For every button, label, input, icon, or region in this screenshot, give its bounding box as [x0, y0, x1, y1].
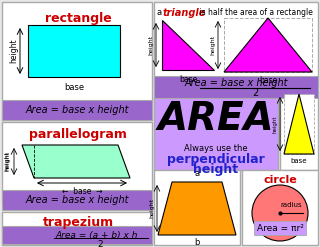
Circle shape	[252, 185, 308, 241]
Polygon shape	[22, 145, 130, 178]
Text: base: base	[179, 75, 197, 84]
Text: Area = base x height: Area = base x height	[25, 195, 129, 205]
Text: Area = πr²: Area = πr²	[257, 224, 303, 232]
Text: height: height	[5, 151, 11, 171]
FancyBboxPatch shape	[2, 122, 152, 202]
Text: height: height	[211, 35, 215, 55]
Text: 2: 2	[252, 88, 258, 98]
Text: base: base	[64, 83, 84, 92]
FancyBboxPatch shape	[2, 212, 152, 245]
Polygon shape	[224, 18, 312, 72]
Text: height: height	[273, 115, 277, 133]
Text: triangle: triangle	[163, 8, 206, 18]
FancyBboxPatch shape	[254, 221, 306, 235]
Text: 2: 2	[97, 240, 103, 247]
FancyBboxPatch shape	[242, 170, 318, 245]
Text: ←  base  →: ← base →	[62, 187, 102, 196]
Text: height: height	[4, 151, 10, 171]
Text: radius: radius	[280, 202, 302, 208]
FancyBboxPatch shape	[154, 90, 278, 170]
FancyBboxPatch shape	[280, 90, 318, 170]
Text: perpendicular: perpendicular	[167, 153, 265, 166]
Text: Area = base x height: Area = base x height	[184, 78, 288, 88]
Text: rectangle: rectangle	[44, 12, 111, 25]
FancyBboxPatch shape	[2, 190, 152, 210]
Text: b: b	[194, 238, 200, 247]
Text: AREA: AREA	[158, 100, 274, 138]
Text: a: a	[195, 169, 200, 178]
Text: is half the area of a rectangle: is half the area of a rectangle	[197, 8, 313, 17]
Text: trapezium: trapezium	[43, 216, 114, 229]
FancyBboxPatch shape	[2, 2, 152, 120]
Polygon shape	[158, 182, 236, 235]
FancyBboxPatch shape	[2, 226, 152, 244]
FancyBboxPatch shape	[154, 2, 318, 88]
Text: height: height	[149, 198, 155, 218]
FancyBboxPatch shape	[154, 170, 240, 245]
Text: parallelogram: parallelogram	[29, 128, 127, 141]
FancyBboxPatch shape	[154, 76, 318, 98]
FancyBboxPatch shape	[2, 100, 152, 120]
Text: Always use the: Always use the	[184, 144, 248, 153]
FancyBboxPatch shape	[224, 18, 312, 72]
Text: a: a	[157, 8, 165, 17]
Text: circle: circle	[263, 175, 297, 185]
Text: Area = (a + b) x h: Area = (a + b) x h	[55, 231, 138, 240]
Text: base: base	[259, 76, 277, 85]
Text: base: base	[291, 158, 307, 164]
Polygon shape	[162, 20, 214, 70]
Text: height: height	[193, 163, 239, 176]
Text: Area = base x height: Area = base x height	[25, 105, 129, 115]
FancyBboxPatch shape	[284, 94, 314, 154]
Polygon shape	[284, 94, 314, 154]
Text: height: height	[10, 39, 19, 63]
Text: height: height	[148, 35, 154, 55]
FancyBboxPatch shape	[28, 25, 120, 77]
